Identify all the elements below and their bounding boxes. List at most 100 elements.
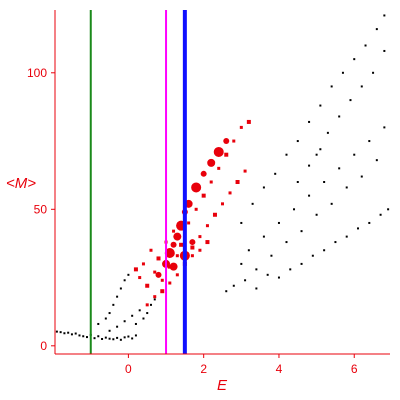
data-point-red — [187, 221, 191, 225]
data-point-black — [383, 49, 386, 52]
data-point-black — [232, 284, 235, 287]
x-tick-label: 4 — [276, 362, 283, 376]
data-point-black — [146, 312, 149, 315]
data-point-black — [119, 287, 122, 290]
data-point-black — [116, 295, 119, 298]
data-point-black — [308, 194, 311, 197]
data-point-red — [175, 273, 179, 277]
data-point-black — [119, 338, 122, 341]
data-point-black — [315, 213, 318, 216]
data-point-black — [330, 202, 333, 205]
data-point-red-large — [169, 262, 178, 271]
data-point-red-large — [223, 138, 230, 145]
data-point-red — [201, 193, 206, 198]
data-point-black — [55, 330, 58, 333]
axes-layer: 0 2 4 6 0 50 100 — [27, 10, 390, 376]
data-point-black — [244, 279, 247, 282]
points-layer — [55, 14, 390, 341]
data-point-black — [82, 335, 85, 338]
data-point-red — [172, 229, 176, 233]
data-point-black — [277, 221, 280, 224]
data-point-black — [138, 309, 141, 312]
data-point-red — [205, 240, 210, 245]
data-point-red — [224, 152, 229, 157]
data-point-black — [338, 115, 341, 118]
data-point-black — [262, 186, 265, 189]
data-point-black — [104, 317, 107, 320]
data-point-black — [247, 249, 250, 252]
data-point-black — [375, 159, 378, 162]
y-tick-label: 100 — [27, 66, 47, 80]
data-point-black — [240, 221, 243, 224]
data-point-black — [78, 334, 81, 337]
data-point-red — [168, 281, 172, 285]
data-point-black — [123, 279, 126, 282]
data-point-black — [319, 148, 322, 151]
data-point-black — [225, 290, 228, 293]
data-point-black — [296, 140, 299, 143]
data-point-black — [311, 254, 314, 257]
data-point-black — [357, 227, 360, 230]
data-point-red-large — [155, 271, 162, 278]
data-point-black — [274, 172, 277, 175]
data-point-red — [160, 289, 165, 294]
data-point-red — [235, 180, 240, 184]
data-point-black — [341, 71, 344, 74]
data-point-red — [190, 254, 194, 258]
data-point-red-large — [213, 146, 224, 157]
data-point-black — [387, 208, 390, 211]
data-point-red — [156, 256, 161, 261]
data-point-black — [372, 71, 375, 74]
data-point-black — [334, 241, 337, 244]
data-point-black — [134, 334, 137, 337]
data-point-red — [145, 303, 149, 307]
data-point-black — [131, 314, 134, 317]
data-point-black — [375, 28, 378, 31]
data-point-red — [149, 248, 153, 252]
y-tick-label: 0 — [40, 339, 47, 353]
data-point-red — [212, 212, 217, 217]
data-point-black — [134, 322, 137, 325]
data-point-black — [330, 85, 333, 88]
data-point-black — [319, 104, 322, 107]
data-point-black — [349, 99, 352, 102]
x-axis-label: E — [217, 377, 228, 394]
data-point-black — [93, 337, 96, 340]
data-point-black — [255, 287, 258, 290]
data-point-black — [97, 322, 100, 325]
data-point-black — [353, 58, 356, 61]
data-point-red — [198, 235, 202, 239]
data-point-black — [63, 332, 66, 335]
y-tick-label: 50 — [34, 202, 48, 216]
data-point-black — [368, 221, 371, 224]
data-point-black — [326, 131, 329, 134]
data-point-red — [194, 207, 198, 211]
data-point-black — [153, 298, 156, 301]
data-point-black — [383, 14, 386, 17]
data-point-red — [133, 267, 138, 272]
data-point-black — [270, 254, 273, 257]
data-point-red — [239, 125, 243, 129]
data-point-black — [289, 268, 292, 271]
data-point-black — [308, 164, 311, 167]
data-point-black — [255, 268, 258, 271]
data-point-black — [116, 336, 119, 339]
data-point-red — [160, 278, 164, 282]
data-point-black — [112, 338, 115, 341]
data-point-black — [315, 153, 318, 156]
data-point-black — [345, 235, 348, 238]
y-axis-label: <M> — [6, 175, 36, 192]
data-point-black — [70, 333, 73, 336]
data-point-black — [360, 175, 363, 178]
data-point-red-large — [164, 247, 175, 258]
x-tick-label: 2 — [200, 362, 207, 376]
data-point-black — [127, 335, 130, 338]
data-point-red — [138, 276, 142, 280]
data-point-red-large — [170, 241, 177, 248]
data-point-red — [153, 270, 157, 274]
data-point-black — [123, 320, 126, 323]
data-point-black — [142, 317, 145, 320]
data-point-black — [108, 337, 111, 340]
data-point-red — [205, 224, 209, 228]
data-point-black — [379, 213, 382, 216]
